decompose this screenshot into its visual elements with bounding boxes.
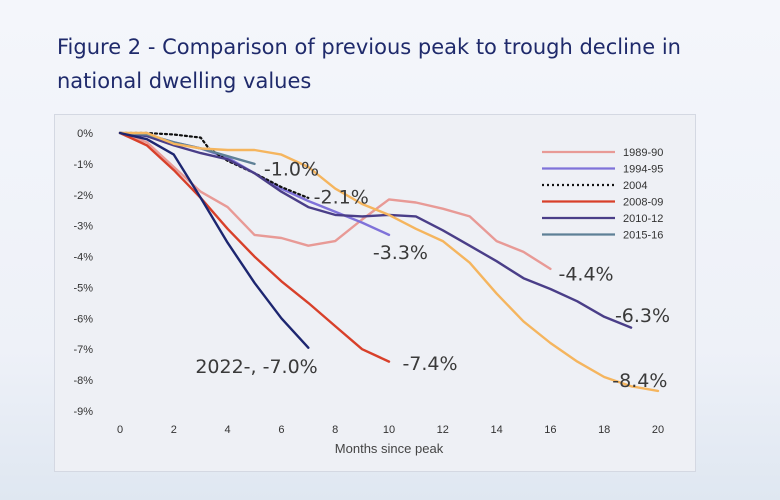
y-axis-ticks: 0% -1% -2% -3% -4% -5% -6% -7% -8% -9%: [73, 128, 93, 418]
legend-label: 2004: [623, 180, 647, 192]
legend-label: 2008-09: [623, 197, 663, 209]
chart-title: Figure 2 - Comparison of previous peak t…: [57, 35, 681, 93]
data-annotation: -7.4%: [402, 353, 457, 375]
series-lines: [118, 131, 660, 393]
y-tick-label: 0%: [77, 128, 93, 140]
x-tick-label: 2: [171, 424, 177, 436]
data-annotation: -6.3%: [615, 305, 670, 327]
series-line-unlabeled-7: [118, 131, 310, 349]
data-annotation: -8.4%: [612, 370, 667, 392]
x-tick-label: 18: [598, 424, 610, 436]
series-line-2010-12: [118, 131, 633, 329]
y-tick-label: -6%: [73, 313, 93, 325]
legend: 1989-90 1994-95 2004 2008-09 2010-12 2015-16: [542, 147, 663, 242]
legend-label: 1994-95: [623, 164, 663, 176]
y-tick-label: -5%: [73, 282, 93, 294]
chart-panel: 0% -1% -2% -3% -4% -5% -6% -7% -8% -9% 0 2 4 6 8 10 12 1…: [54, 114, 696, 472]
data-annotation: -3.3%: [373, 242, 428, 264]
x-tick-label: 6: [278, 424, 284, 436]
x-tick-label: 4: [225, 424, 231, 436]
series-line-unlabeled-6: [118, 131, 660, 393]
x-tick-label: 14: [490, 424, 502, 436]
y-tick-label: -3%: [73, 221, 93, 233]
x-tick-label: 20: [652, 424, 664, 436]
annotations: -1.0% -2.1% -3.3% -4.4%-6.3% -7.4% 2022-, -7.…: [195, 159, 670, 393]
x-tick-label: 0: [117, 424, 123, 436]
series-line-2008-09: [118, 131, 391, 363]
x-tick-label: 12: [437, 424, 449, 436]
x-axis-label: Months since peak: [335, 441, 444, 456]
x-tick-label: 10: [383, 424, 395, 436]
data-annotation: -2.1%: [314, 186, 369, 208]
y-tick-label: -8%: [73, 375, 93, 387]
legend-label: 1989-90: [623, 147, 663, 159]
data-annotation: -1.0%: [264, 159, 319, 181]
legend-label: 2010-12: [623, 213, 663, 225]
x-tick-label: 8: [332, 424, 338, 436]
y-tick-label: -1%: [73, 159, 93, 171]
line-chart: 0% -1% -2% -3% -4% -5% -6% -7% -8% -9% 0 2 4 6 8 10 12 1…: [73, 128, 670, 456]
y-tick-label: -9%: [73, 406, 93, 418]
y-tick-label: -2%: [73, 190, 93, 202]
legend-label: 2015-16: [623, 230, 663, 242]
x-axis-ticks: 0 2 4 6 8 10 12 14 16 18 20: [117, 424, 664, 436]
data-annotation: -4.4%: [558, 264, 613, 286]
series-line-1994-95: [118, 131, 391, 237]
data-annotation: 2022-, -7.0%: [195, 356, 317, 378]
y-tick-label: -7%: [73, 344, 93, 356]
y-tick-label: -4%: [73, 252, 93, 264]
x-tick-label: 16: [544, 424, 556, 436]
